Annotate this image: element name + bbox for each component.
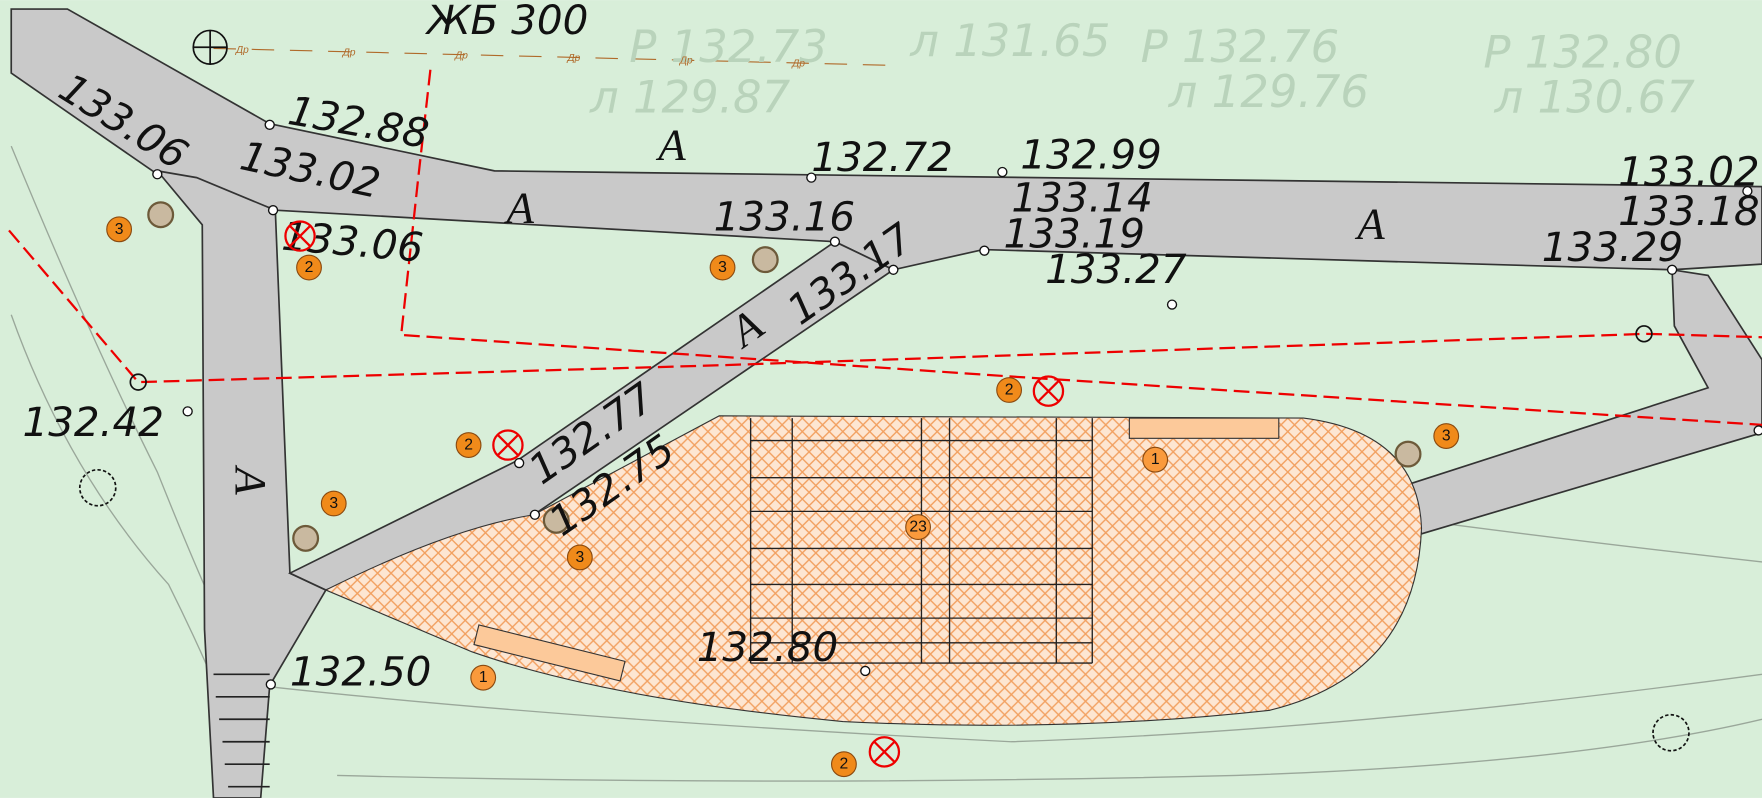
survey-point	[1754, 426, 1762, 435]
survey-point	[807, 173, 816, 182]
marker-label: 3	[1442, 428, 1451, 445]
marker-label: 2	[840, 756, 849, 773]
survey-point	[530, 510, 539, 519]
survey-point	[269, 206, 278, 215]
drain-label: Др	[791, 58, 805, 69]
elevation: 133.29	[1542, 223, 1684, 271]
marker-label: 2	[464, 437, 473, 454]
drain-label: Др	[679, 56, 693, 67]
bench	[1129, 418, 1278, 438]
elevation: 132.99	[1020, 131, 1161, 179]
marker-label: 1	[1151, 451, 1160, 468]
survey-point	[889, 265, 898, 274]
survey-point	[153, 170, 162, 179]
road-label: A	[1354, 198, 1385, 248]
survey-point	[861, 666, 870, 675]
pipe-label: ЖБ 300	[424, 0, 588, 44]
drain-label: Др	[566, 53, 580, 64]
road-label: A	[226, 464, 276, 495]
marker-label: 1	[479, 669, 488, 686]
survey-point	[980, 246, 989, 255]
background-label: л 130.67	[1494, 70, 1696, 123]
marker-label: 3	[329, 495, 338, 512]
marker-label: 2	[305, 259, 314, 276]
background-label: л 129.76	[1168, 65, 1369, 118]
drain-label: Др	[454, 50, 468, 61]
survey-point	[998, 168, 1007, 177]
survey-point	[1668, 265, 1677, 274]
road-label: A	[504, 183, 535, 233]
marker-label: 3	[575, 549, 584, 566]
survey-point	[266, 680, 275, 689]
road-label: A	[655, 120, 686, 170]
elevation: 132.72	[811, 133, 952, 181]
elevation: 132.50	[290, 648, 431, 696]
drain-label: Др	[235, 45, 249, 56]
background-label: л 131.65	[909, 14, 1110, 67]
survey-point	[183, 407, 192, 416]
elevation: 133.16	[714, 192, 856, 240]
drain-label: Др	[342, 48, 356, 59]
survey-point	[515, 459, 524, 468]
background-label: л 129.87	[589, 70, 791, 123]
marker-label: 3	[115, 221, 124, 238]
marker-label: 2	[1005, 382, 1014, 399]
elevation: 133.27	[1045, 245, 1187, 293]
marker-label: 23	[909, 519, 927, 536]
elevation: 132.80	[697, 623, 839, 671]
site-plan: Р 132.73л 129.87л 131.65Р 132.76л 129.76…	[0, 0, 1762, 798]
marker-label: 3	[718, 259, 727, 276]
survey-point	[1168, 300, 1177, 309]
survey-point	[265, 120, 274, 129]
survey-point	[1743, 187, 1752, 196]
elevation: 132.42	[22, 398, 164, 446]
survey-point	[830, 237, 839, 246]
